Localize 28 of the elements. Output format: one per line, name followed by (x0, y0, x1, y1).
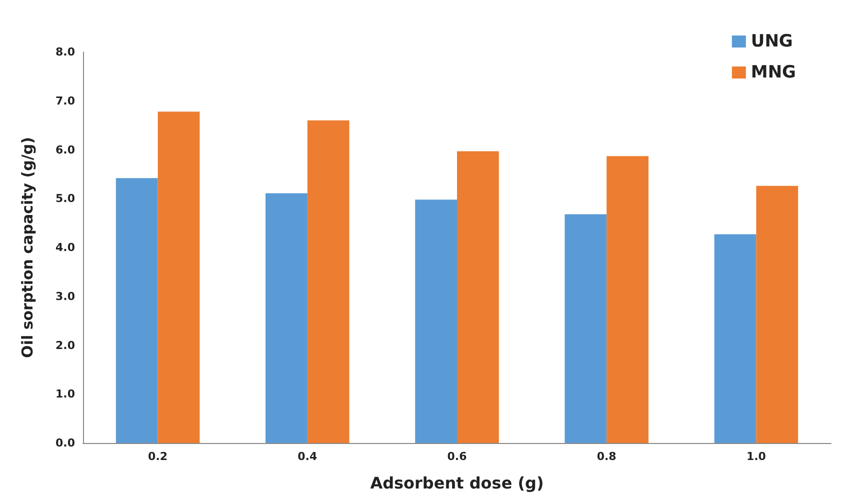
y-tick-label: 5.0 (56, 192, 76, 206)
bar (266, 193, 308, 443)
bar (116, 178, 158, 443)
x-axis-title: Adsorbent dose (g) (370, 474, 544, 492)
bar (307, 120, 350, 443)
x-tick-label: 0.2 (148, 450, 168, 463)
y-axis-title: Oil sorption capacity (g/g) (18, 137, 36, 358)
x-tick-label: 0.6 (447, 450, 468, 463)
y-tick-label: 2.0 (56, 338, 76, 352)
y-tick-label: 7.0 (56, 94, 76, 108)
bar (415, 200, 457, 443)
x-tick-label: 0.8 (596, 450, 616, 463)
bar (158, 112, 200, 443)
x-tick-label: 0.4 (298, 450, 318, 463)
bar (756, 186, 798, 443)
legend-label: UNG (750, 32, 793, 52)
bar (714, 234, 756, 443)
y-tick-label: 4.0 (56, 241, 76, 254)
y-tick-label: 6.0 (56, 143, 76, 156)
legend-label: MNG (750, 62, 796, 82)
x-tick-label: 1.0 (746, 450, 766, 463)
bar (606, 156, 648, 443)
y-tick-label: 1.0 (56, 388, 76, 401)
y-tick-label: 0.0 (56, 436, 76, 450)
bar (457, 151, 499, 443)
y-tick-label: 3.0 (56, 290, 76, 303)
bar (564, 214, 607, 443)
y-tick-label: 8.0 (56, 46, 76, 58)
